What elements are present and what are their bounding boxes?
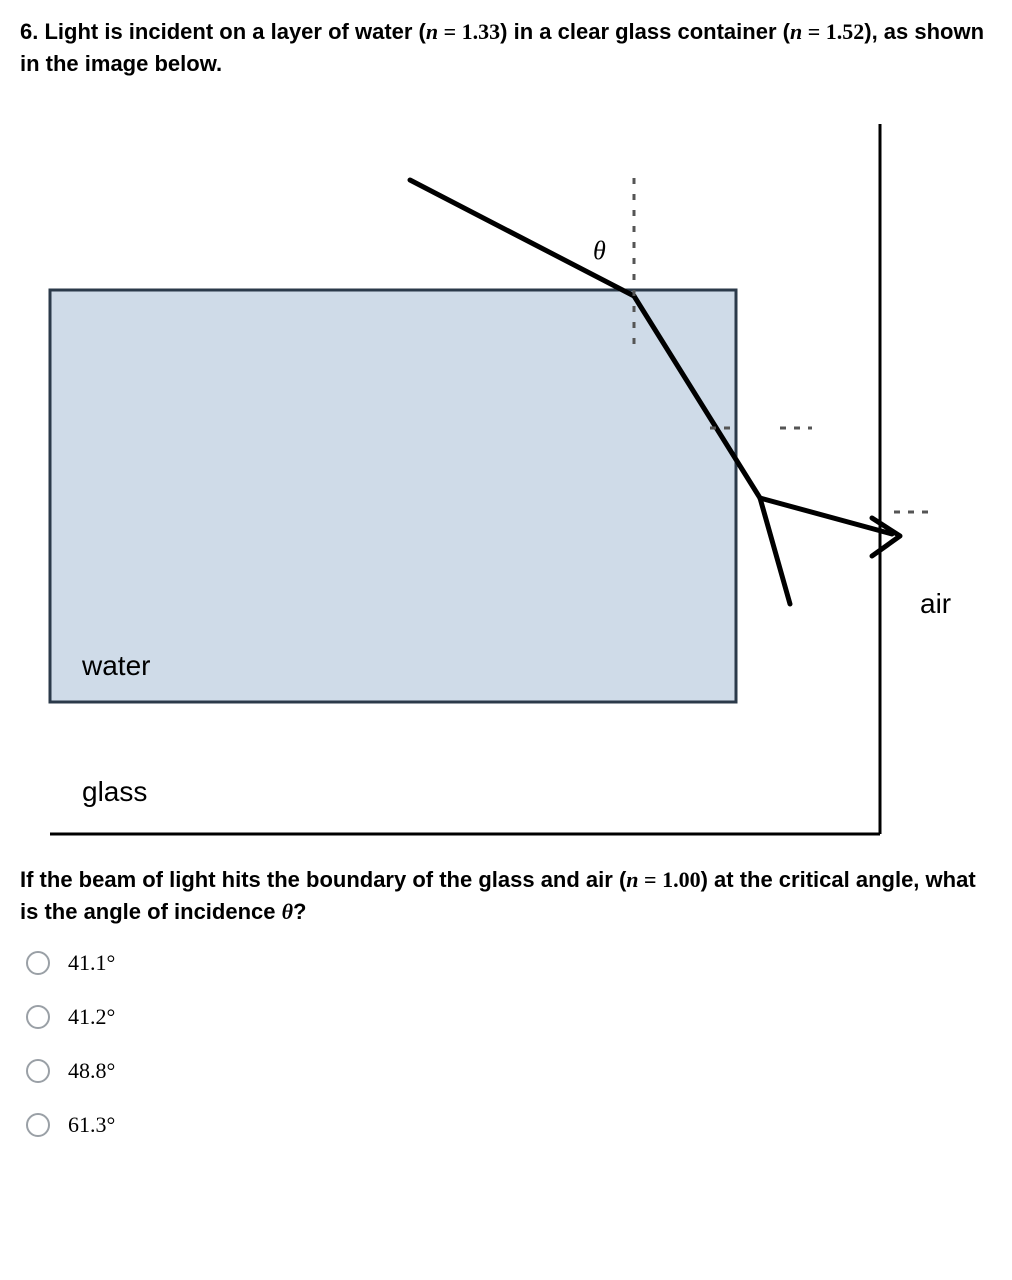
air-label: air: [920, 588, 951, 620]
radio-icon: [26, 1005, 50, 1029]
option-label: 41.2°: [68, 1004, 115, 1030]
question-stem: 6. Light is incident on a layer of water…: [20, 16, 992, 80]
water-rect: [50, 290, 736, 702]
option-label: 61.3°: [68, 1112, 115, 1138]
option-c[interactable]: 48.8°: [26, 1058, 992, 1084]
option-d[interactable]: 61.3°: [26, 1112, 992, 1138]
radio-icon: [26, 951, 50, 975]
options-group: 41.1° 41.2° 48.8° 61.3°: [20, 950, 992, 1138]
option-b[interactable]: 41.2°: [26, 1004, 992, 1030]
glass-label: glass: [82, 776, 147, 808]
option-label: 48.8°: [68, 1058, 115, 1084]
refraction-diagram: θ water glass air: [20, 104, 980, 834]
arrowhead-icon: [872, 518, 900, 556]
q-number: 6.: [20, 19, 38, 44]
followup-question: If the beam of light hits the boundary o…: [20, 864, 992, 928]
radio-icon: [26, 1059, 50, 1083]
exit-ray-lower: [760, 498, 790, 604]
radio-icon: [26, 1113, 50, 1137]
theta-label: θ: [593, 236, 606, 266]
option-a[interactable]: 41.1°: [26, 950, 992, 976]
water-label: water: [82, 650, 150, 682]
option-label: 41.1°: [68, 950, 115, 976]
